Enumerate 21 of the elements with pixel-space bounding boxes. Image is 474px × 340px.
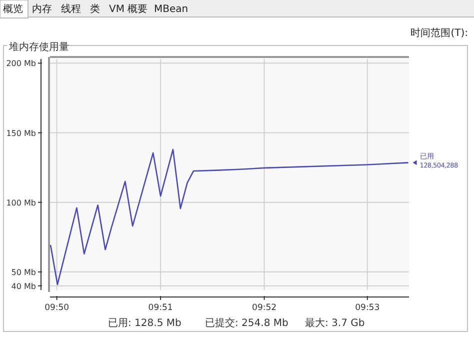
x-tick-label: 09:52: [252, 303, 277, 313]
y-tick-label: 40 Mb: [11, 282, 36, 291]
y-tick-label: 200 Mb: [6, 59, 36, 68]
chart-title: 堆内存使用量: [8, 41, 69, 53]
line-series: [50, 148, 408, 286]
x-tick-label: 09:50: [44, 303, 70, 313]
text: MBean: [154, 4, 188, 15]
text: 已提交: 254.8 Mb: [205, 317, 288, 329]
x-tick-label: 09:51: [148, 303, 173, 313]
text: 最大: 3.7 Gb: [305, 317, 365, 329]
text: 时间范围(T):: [410, 27, 468, 39]
text: 已用: 128.5 Mb: [108, 318, 182, 329]
y-tick-label: 100 Mb: [6, 198, 36, 208]
x-tick-label: 09:53: [355, 303, 380, 313]
y-tick-label: 150 Mb: [6, 128, 36, 138]
text: 线程: [61, 3, 81, 15]
text: 内存: [32, 3, 52, 15]
text: 类: [90, 3, 100, 15]
text: VM 概要: [109, 3, 148, 15]
y-tick-label: 50 Mb: [11, 268, 36, 277]
text: 概览: [3, 3, 23, 15]
